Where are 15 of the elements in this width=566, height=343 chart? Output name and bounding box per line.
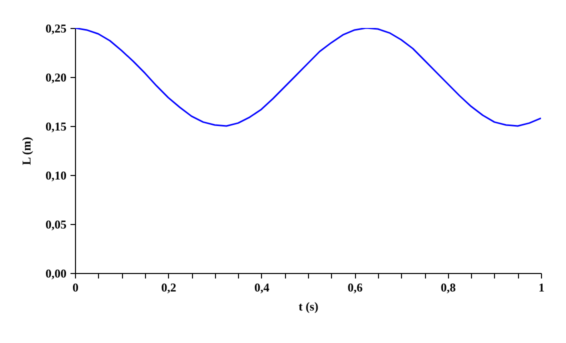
y-tick-label: 0,10 [46, 168, 66, 182]
y-tick-label: 0,20 [46, 70, 66, 84]
line-series [75, 28, 541, 127]
y-tick-label: 0,00 [46, 266, 66, 280]
x-tick-label: 0,4 [254, 280, 270, 294]
x-tick-label: 0,6 [348, 280, 363, 294]
x-tick-label: 0 [72, 280, 78, 294]
y-tick-label: 0,15 [46, 120, 66, 134]
x-tick-label: 0,8 [440, 280, 456, 294]
y-tick-label: 0,05 [46, 218, 66, 232]
y-tick-label: 0,25 [46, 22, 66, 36]
x-tick-label: 0,2 [161, 280, 176, 294]
x-tick-label: 1 [538, 280, 544, 294]
x-axis-title: t (s) [298, 300, 318, 314]
y-axis-title: L (m) [20, 136, 34, 166]
